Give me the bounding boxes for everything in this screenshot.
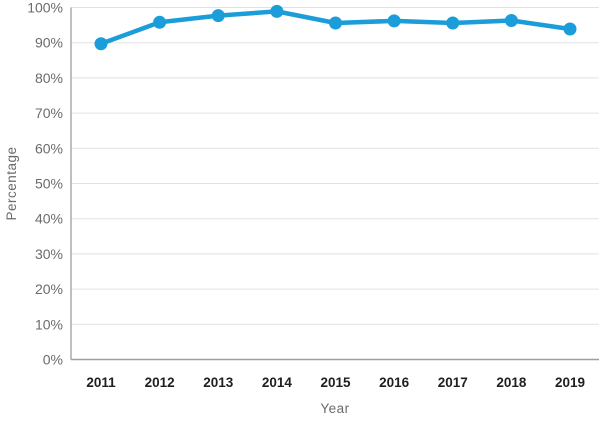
y-tick-label: 10% [35,316,63,332]
x-tick-label: 2013 [203,375,234,390]
y-tick-label: 70% [35,105,63,121]
x-tick-label: 2015 [320,375,351,390]
axes [70,7,599,361]
y-tick-label: 60% [35,140,63,156]
x-tick-label: 2012 [145,375,175,390]
data-point [446,16,460,30]
y-tick-label: 100% [27,0,63,16]
x-axis-title: Year [320,401,349,416]
y-tick-label: 40% [35,211,63,227]
data-point [94,37,108,51]
y-tick-label: 30% [35,246,63,262]
data-point [270,4,284,18]
y-axis-tick-labels: 0% 10% 20% 30% 40% 50% 60% 70% 80% 90% 100% [27,0,63,368]
data-point [563,22,577,36]
series-layer [94,4,577,51]
y-tick-label: 0% [43,352,63,368]
data-point [387,14,401,28]
data-point [504,14,518,28]
x-tick-label: 2011 [86,375,116,390]
x-axis-tick-labels: 2011 2012 2013 2014 2015 2016 2017 2018 2019 [86,375,585,390]
y-tick-label: 90% [35,35,63,51]
x-tick-label: 2019 [555,375,585,390]
data-point [329,16,342,30]
x-tick-label: 2014 [262,375,293,390]
gridlines [71,7,599,325]
x-tick-label: 2016 [379,375,410,390]
y-axis-title: Percentage [4,146,19,220]
y-tick-label: 20% [35,281,63,297]
data-point [211,9,225,23]
x-tick-label: 2017 [438,375,468,390]
y-tick-label: 50% [35,176,63,192]
x-tick-label: 2018 [496,375,527,390]
y-tick-label: 80% [35,70,63,86]
data-point [153,15,167,29]
